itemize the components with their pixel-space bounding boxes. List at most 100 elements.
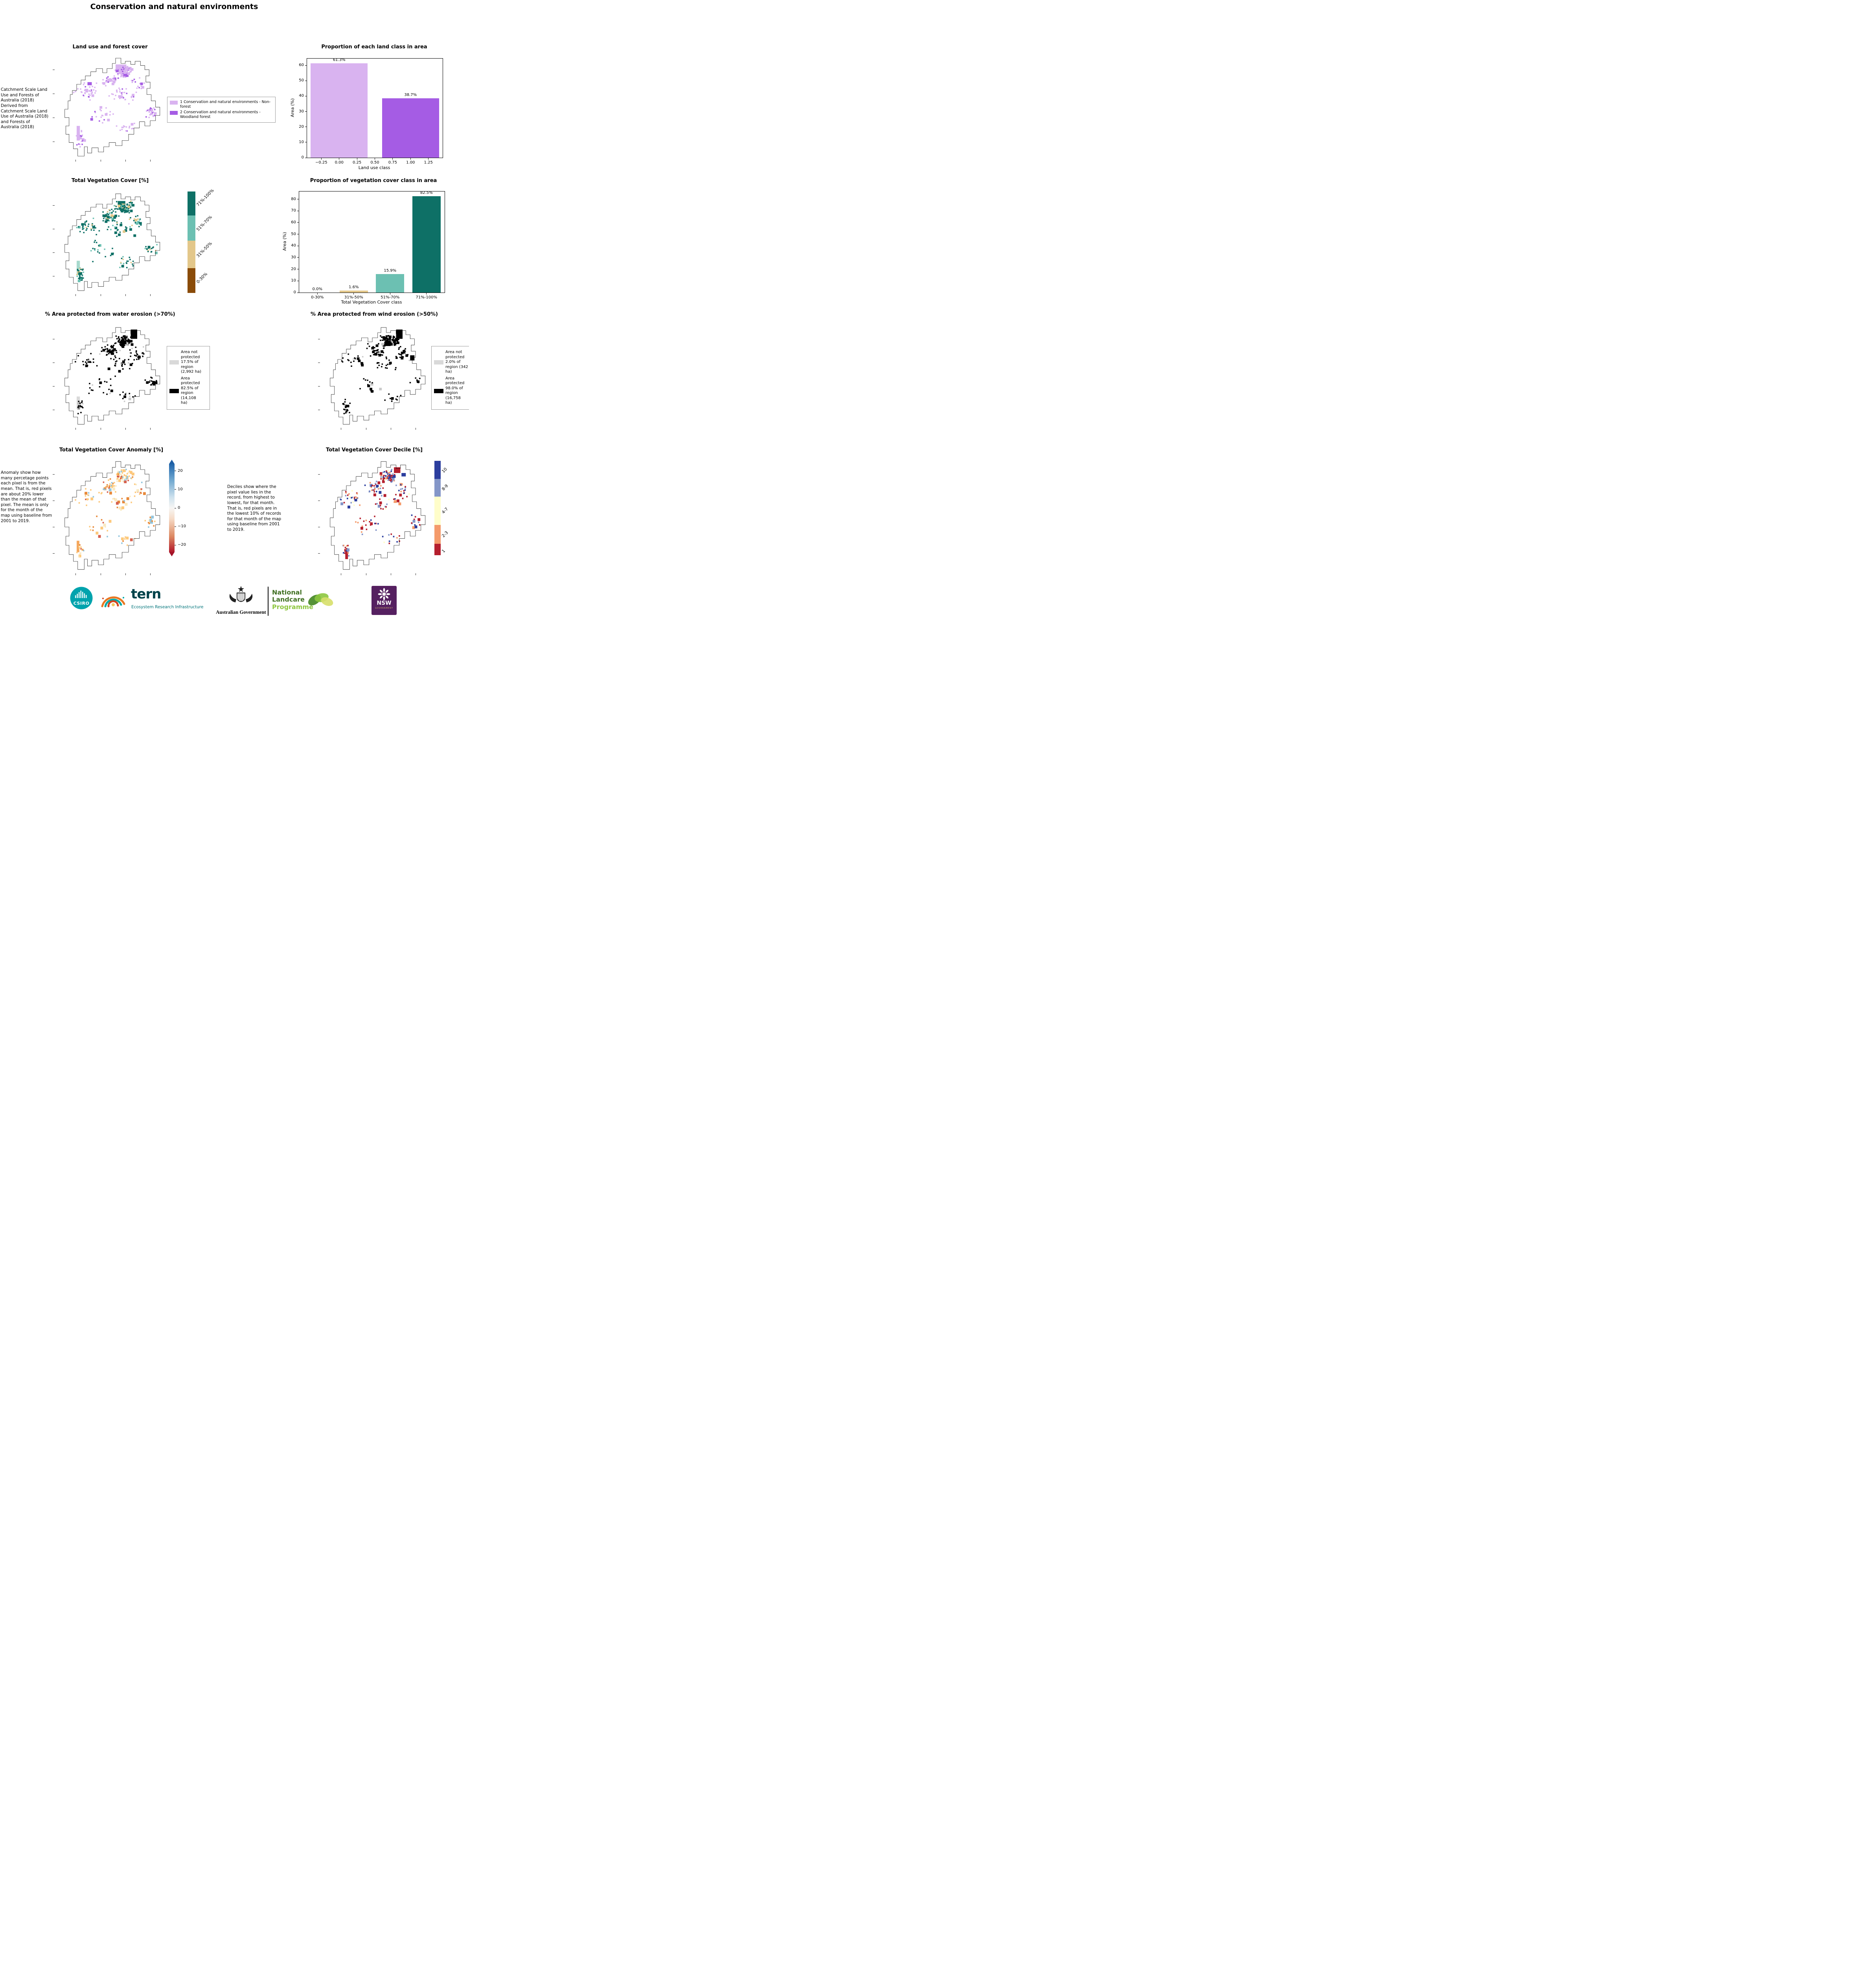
- map-pixel: [398, 490, 400, 492]
- map-pixel: [139, 222, 142, 225]
- map-pixel: [107, 76, 109, 78]
- map-pixel: [129, 396, 131, 397]
- map-pixel: [116, 236, 118, 237]
- map-pixel: [91, 92, 93, 94]
- map-pixel: [398, 339, 399, 341]
- map-pixel: [388, 478, 390, 479]
- map-pixel: [107, 211, 109, 213]
- map-pixel: [114, 364, 116, 366]
- map-pixel: [99, 386, 101, 388]
- map-pixel: [115, 95, 117, 96]
- decile-map-title: Total Vegetation Cover Decile [%]: [326, 447, 423, 453]
- map-pixel: [122, 96, 124, 98]
- map-pixel: [132, 396, 134, 398]
- map-pixel: [384, 475, 386, 477]
- map-pixel: [378, 362, 380, 364]
- map-pixel: [370, 355, 372, 357]
- map-pixel: [399, 356, 401, 358]
- map-pixel: [371, 347, 374, 350]
- map-pixel: [143, 492, 146, 495]
- map-pixel: [120, 67, 122, 69]
- map-pixel: [79, 544, 81, 546]
- map-pixel: [374, 350, 376, 352]
- map-pixel: [94, 241, 95, 243]
- map-pixel: [403, 490, 405, 492]
- map-pixel: [363, 378, 365, 380]
- map-pixel: [121, 127, 123, 128]
- map-pixel: [145, 116, 147, 118]
- y-tick-label: 10: [291, 278, 296, 283]
- map-pixel: [404, 352, 406, 354]
- map-pixel: [129, 71, 131, 73]
- map-pixel: [388, 342, 389, 344]
- map-pixel: [113, 482, 115, 484]
- map-pixel: [148, 519, 150, 521]
- map-pixel: [118, 70, 120, 72]
- map-pixel: [384, 479, 386, 481]
- map-pixel: [80, 278, 82, 280]
- map-pixel: [129, 218, 131, 220]
- map-pixel: [375, 523, 377, 525]
- map-pixel: [120, 70, 122, 72]
- map-pixel: [81, 135, 83, 137]
- land-class-chart: 0 10 20 30 40 50 60 −0.25 0.00 0.25 0.50 0.75 1.00 1.…: [299, 58, 443, 165]
- map-pixel: [143, 346, 144, 348]
- map-pixel: [79, 405, 81, 407]
- map-pixel: [346, 497, 348, 499]
- map-pixel: [149, 381, 150, 383]
- map-pixel: [81, 134, 83, 136]
- legend-label-woodland: 2 Conservation and natural environments …: [180, 110, 261, 119]
- map-pixel: [385, 340, 387, 342]
- map-pixel: [394, 498, 396, 500]
- map-pixel: [106, 350, 107, 351]
- map-pixel: [151, 380, 153, 382]
- map-pixel: [105, 214, 107, 215]
- map-pixel: [108, 95, 110, 97]
- map-pixel: [114, 78, 115, 80]
- map-pixel: [401, 355, 403, 357]
- map-pixel: [388, 344, 389, 346]
- map-pixel: [392, 473, 394, 475]
- colorbar-label: 51%-70%: [195, 214, 213, 232]
- map-pixel: [370, 519, 372, 521]
- map-pixel: [110, 389, 113, 392]
- map-pixel: [90, 90, 92, 92]
- map-pixel: [357, 355, 359, 357]
- map-pixel: [154, 115, 156, 116]
- australian-government-wordmark: Australian Government: [216, 609, 266, 615]
- map-pixel: [113, 75, 115, 77]
- map-pixel: [109, 492, 112, 495]
- footer-logos: CSIRO tern Ecosystem Research Infrastruc…: [0, 584, 469, 621]
- map-pixel: [376, 363, 378, 364]
- map-pixel: [120, 69, 121, 70]
- map-pixel: [79, 547, 80, 549]
- map-pixel: [132, 472, 134, 476]
- legend-item: Area protected 98.0% of region (16,758 h…: [434, 376, 469, 406]
- map-pixel: [401, 483, 403, 485]
- map-pixel: [353, 504, 355, 506]
- map-pixel: [107, 119, 110, 121]
- map-pixel: [375, 529, 377, 531]
- x-tick: [317, 293, 318, 295]
- map-axis-tick: [53, 553, 55, 554]
- map-pixel: [114, 376, 116, 377]
- map-pixel: [386, 338, 388, 340]
- map-pixel: [136, 489, 139, 492]
- map-pixel: [393, 536, 395, 538]
- map-pixel: [126, 130, 128, 132]
- map-pixel: [123, 339, 124, 340]
- x-tick: [410, 158, 411, 160]
- map-pixel: [81, 138, 85, 141]
- map-pixel: [136, 359, 138, 360]
- map-pixel: [377, 481, 381, 484]
- map-pixel: [390, 476, 392, 478]
- map-pixel: [110, 345, 112, 347]
- y-tick: [305, 65, 307, 66]
- map-pixel: [349, 402, 351, 404]
- map-pixel: [380, 478, 382, 480]
- map-pixel: [131, 343, 134, 346]
- map-pixel: [152, 112, 153, 114]
- map-pixel: [380, 350, 383, 353]
- map-pixel: [104, 346, 106, 348]
- x-tick-label: 0-30%: [311, 295, 324, 300]
